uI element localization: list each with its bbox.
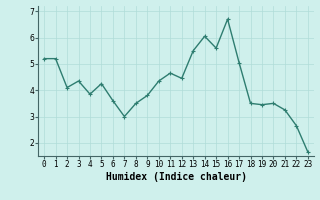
- X-axis label: Humidex (Indice chaleur): Humidex (Indice chaleur): [106, 172, 246, 182]
